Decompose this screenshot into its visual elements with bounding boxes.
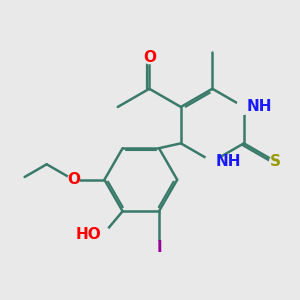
Circle shape bbox=[153, 242, 165, 254]
Circle shape bbox=[205, 154, 220, 169]
Circle shape bbox=[95, 227, 111, 243]
Circle shape bbox=[270, 156, 281, 167]
Circle shape bbox=[143, 52, 155, 64]
Text: O: O bbox=[143, 50, 156, 65]
Circle shape bbox=[68, 174, 79, 186]
Text: I: I bbox=[156, 240, 162, 255]
Text: O: O bbox=[67, 172, 80, 187]
Text: S: S bbox=[270, 154, 281, 169]
Circle shape bbox=[237, 100, 251, 114]
Text: HO: HO bbox=[75, 227, 101, 242]
Text: NH: NH bbox=[215, 154, 241, 169]
Text: NH: NH bbox=[247, 99, 272, 114]
